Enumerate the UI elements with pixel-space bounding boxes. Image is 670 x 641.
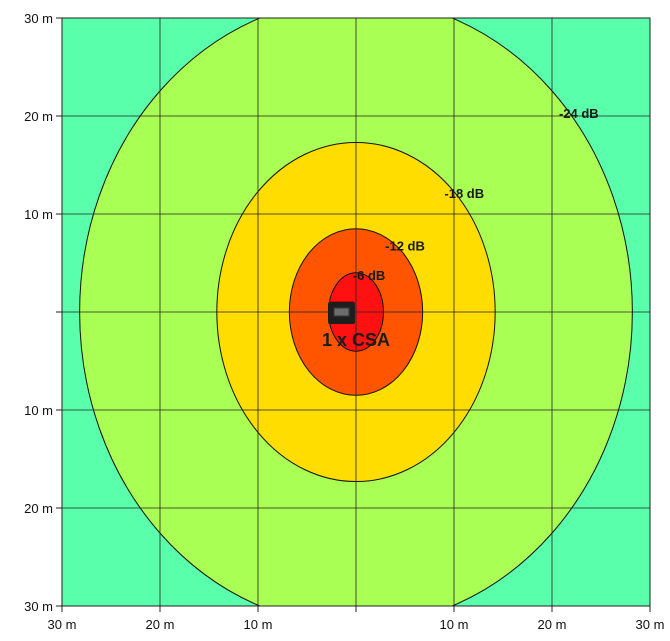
y-tick-label: 10 m: [24, 207, 53, 222]
source-marker: 1 x CSA: [322, 301, 390, 350]
x-tick-label: 10 m: [244, 617, 273, 632]
x-tick-label: 30 m: [48, 617, 77, 632]
contour-label-18db: -18 dB: [444, 186, 484, 201]
x-tick-label: 10 m: [440, 617, 469, 632]
contour-label-24db: -24 dB: [559, 106, 599, 121]
y-tick-label: 20 m: [24, 109, 53, 124]
x-tick-label: 20 m: [538, 617, 567, 632]
y-tick-label: 30 m: [24, 599, 53, 614]
contour-label-6db: -6 dB: [353, 268, 386, 283]
y-tick-label: 20 m: [24, 501, 53, 516]
x-tick-label: 20 m: [146, 617, 175, 632]
device-face: [333, 307, 350, 317]
y-tick-label: 30 m: [24, 11, 53, 26]
contour-label-12db: -12 dB: [385, 239, 425, 254]
x-tick-label: 30 m: [636, 617, 665, 632]
y-tick-label: 10 m: [24, 403, 53, 418]
source-label: 1 x CSA: [322, 330, 390, 350]
